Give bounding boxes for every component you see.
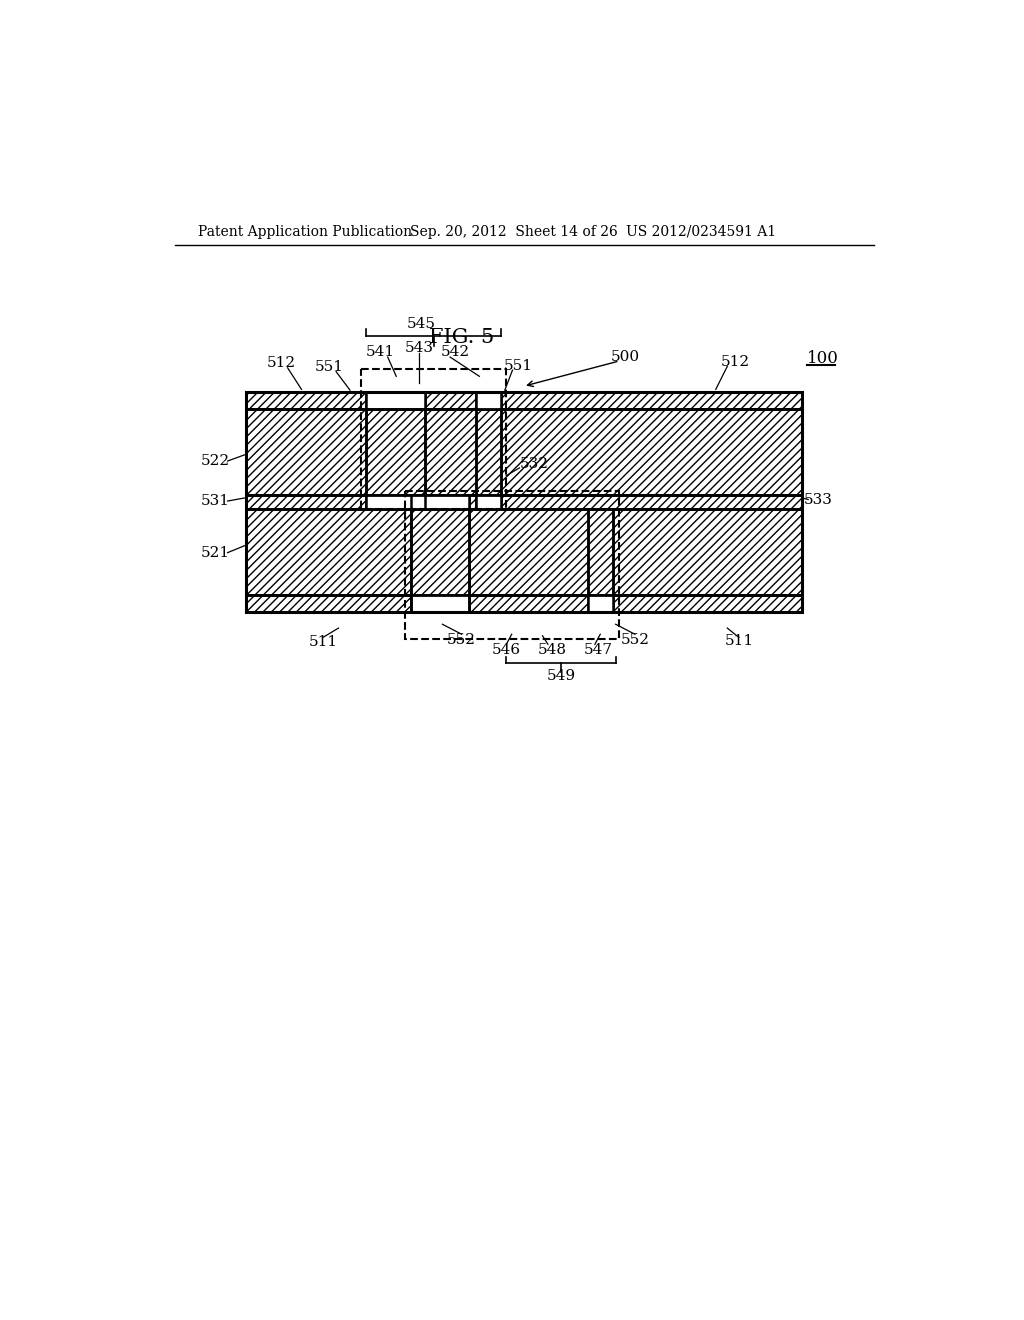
- Bar: [425, 392, 475, 409]
- Text: 512: 512: [267, 356, 296, 370]
- Text: US 2012/0234591 A1: US 2012/0234591 A1: [626, 224, 776, 239]
- Text: 552: 552: [447, 632, 476, 647]
- Bar: [246, 595, 411, 612]
- Text: 511: 511: [308, 635, 338, 649]
- Text: 552: 552: [621, 632, 649, 647]
- Text: 551: 551: [314, 360, 344, 374]
- Bar: [501, 495, 802, 508]
- Bar: [411, 508, 469, 595]
- Bar: [588, 508, 613, 595]
- Text: 522: 522: [201, 454, 229, 469]
- Text: 546: 546: [492, 643, 521, 656]
- Text: 542: 542: [441, 346, 470, 359]
- Text: 545: 545: [408, 317, 436, 331]
- Text: Patent Application Publication: Patent Application Publication: [199, 224, 413, 239]
- Bar: [501, 392, 802, 409]
- Bar: [360, 368, 506, 508]
- Bar: [475, 495, 501, 508]
- Text: 532: 532: [519, 457, 549, 471]
- Bar: [246, 495, 367, 508]
- Bar: [588, 595, 613, 612]
- Bar: [367, 409, 425, 495]
- Text: 521: 521: [201, 545, 229, 560]
- Bar: [246, 409, 802, 495]
- Text: 548: 548: [538, 643, 567, 656]
- Text: 512: 512: [721, 355, 751, 368]
- Bar: [411, 595, 469, 612]
- Bar: [246, 508, 802, 595]
- Bar: [425, 495, 475, 508]
- Bar: [367, 392, 425, 409]
- Text: 547: 547: [585, 643, 613, 656]
- Text: 531: 531: [201, 494, 229, 508]
- Bar: [469, 595, 588, 612]
- Bar: [613, 595, 802, 612]
- Text: 541: 541: [367, 346, 395, 359]
- Bar: [367, 495, 425, 508]
- Text: 533: 533: [804, 492, 833, 507]
- Bar: [411, 495, 469, 612]
- Text: 549: 549: [547, 669, 575, 682]
- Bar: [406, 491, 618, 639]
- Text: Sep. 20, 2012  Sheet 14 of 26: Sep. 20, 2012 Sheet 14 of 26: [410, 224, 617, 239]
- Bar: [475, 409, 501, 495]
- Text: 543: 543: [404, 341, 434, 355]
- Bar: [411, 495, 469, 508]
- Bar: [246, 392, 367, 409]
- Text: FIG. 5: FIG. 5: [429, 327, 495, 347]
- Bar: [475, 392, 501, 409]
- Text: 551: 551: [504, 359, 534, 372]
- Text: 500: 500: [611, 350, 640, 364]
- Text: 511: 511: [724, 634, 754, 648]
- Text: 100: 100: [807, 350, 839, 367]
- Bar: [411, 595, 469, 612]
- Bar: [246, 392, 802, 612]
